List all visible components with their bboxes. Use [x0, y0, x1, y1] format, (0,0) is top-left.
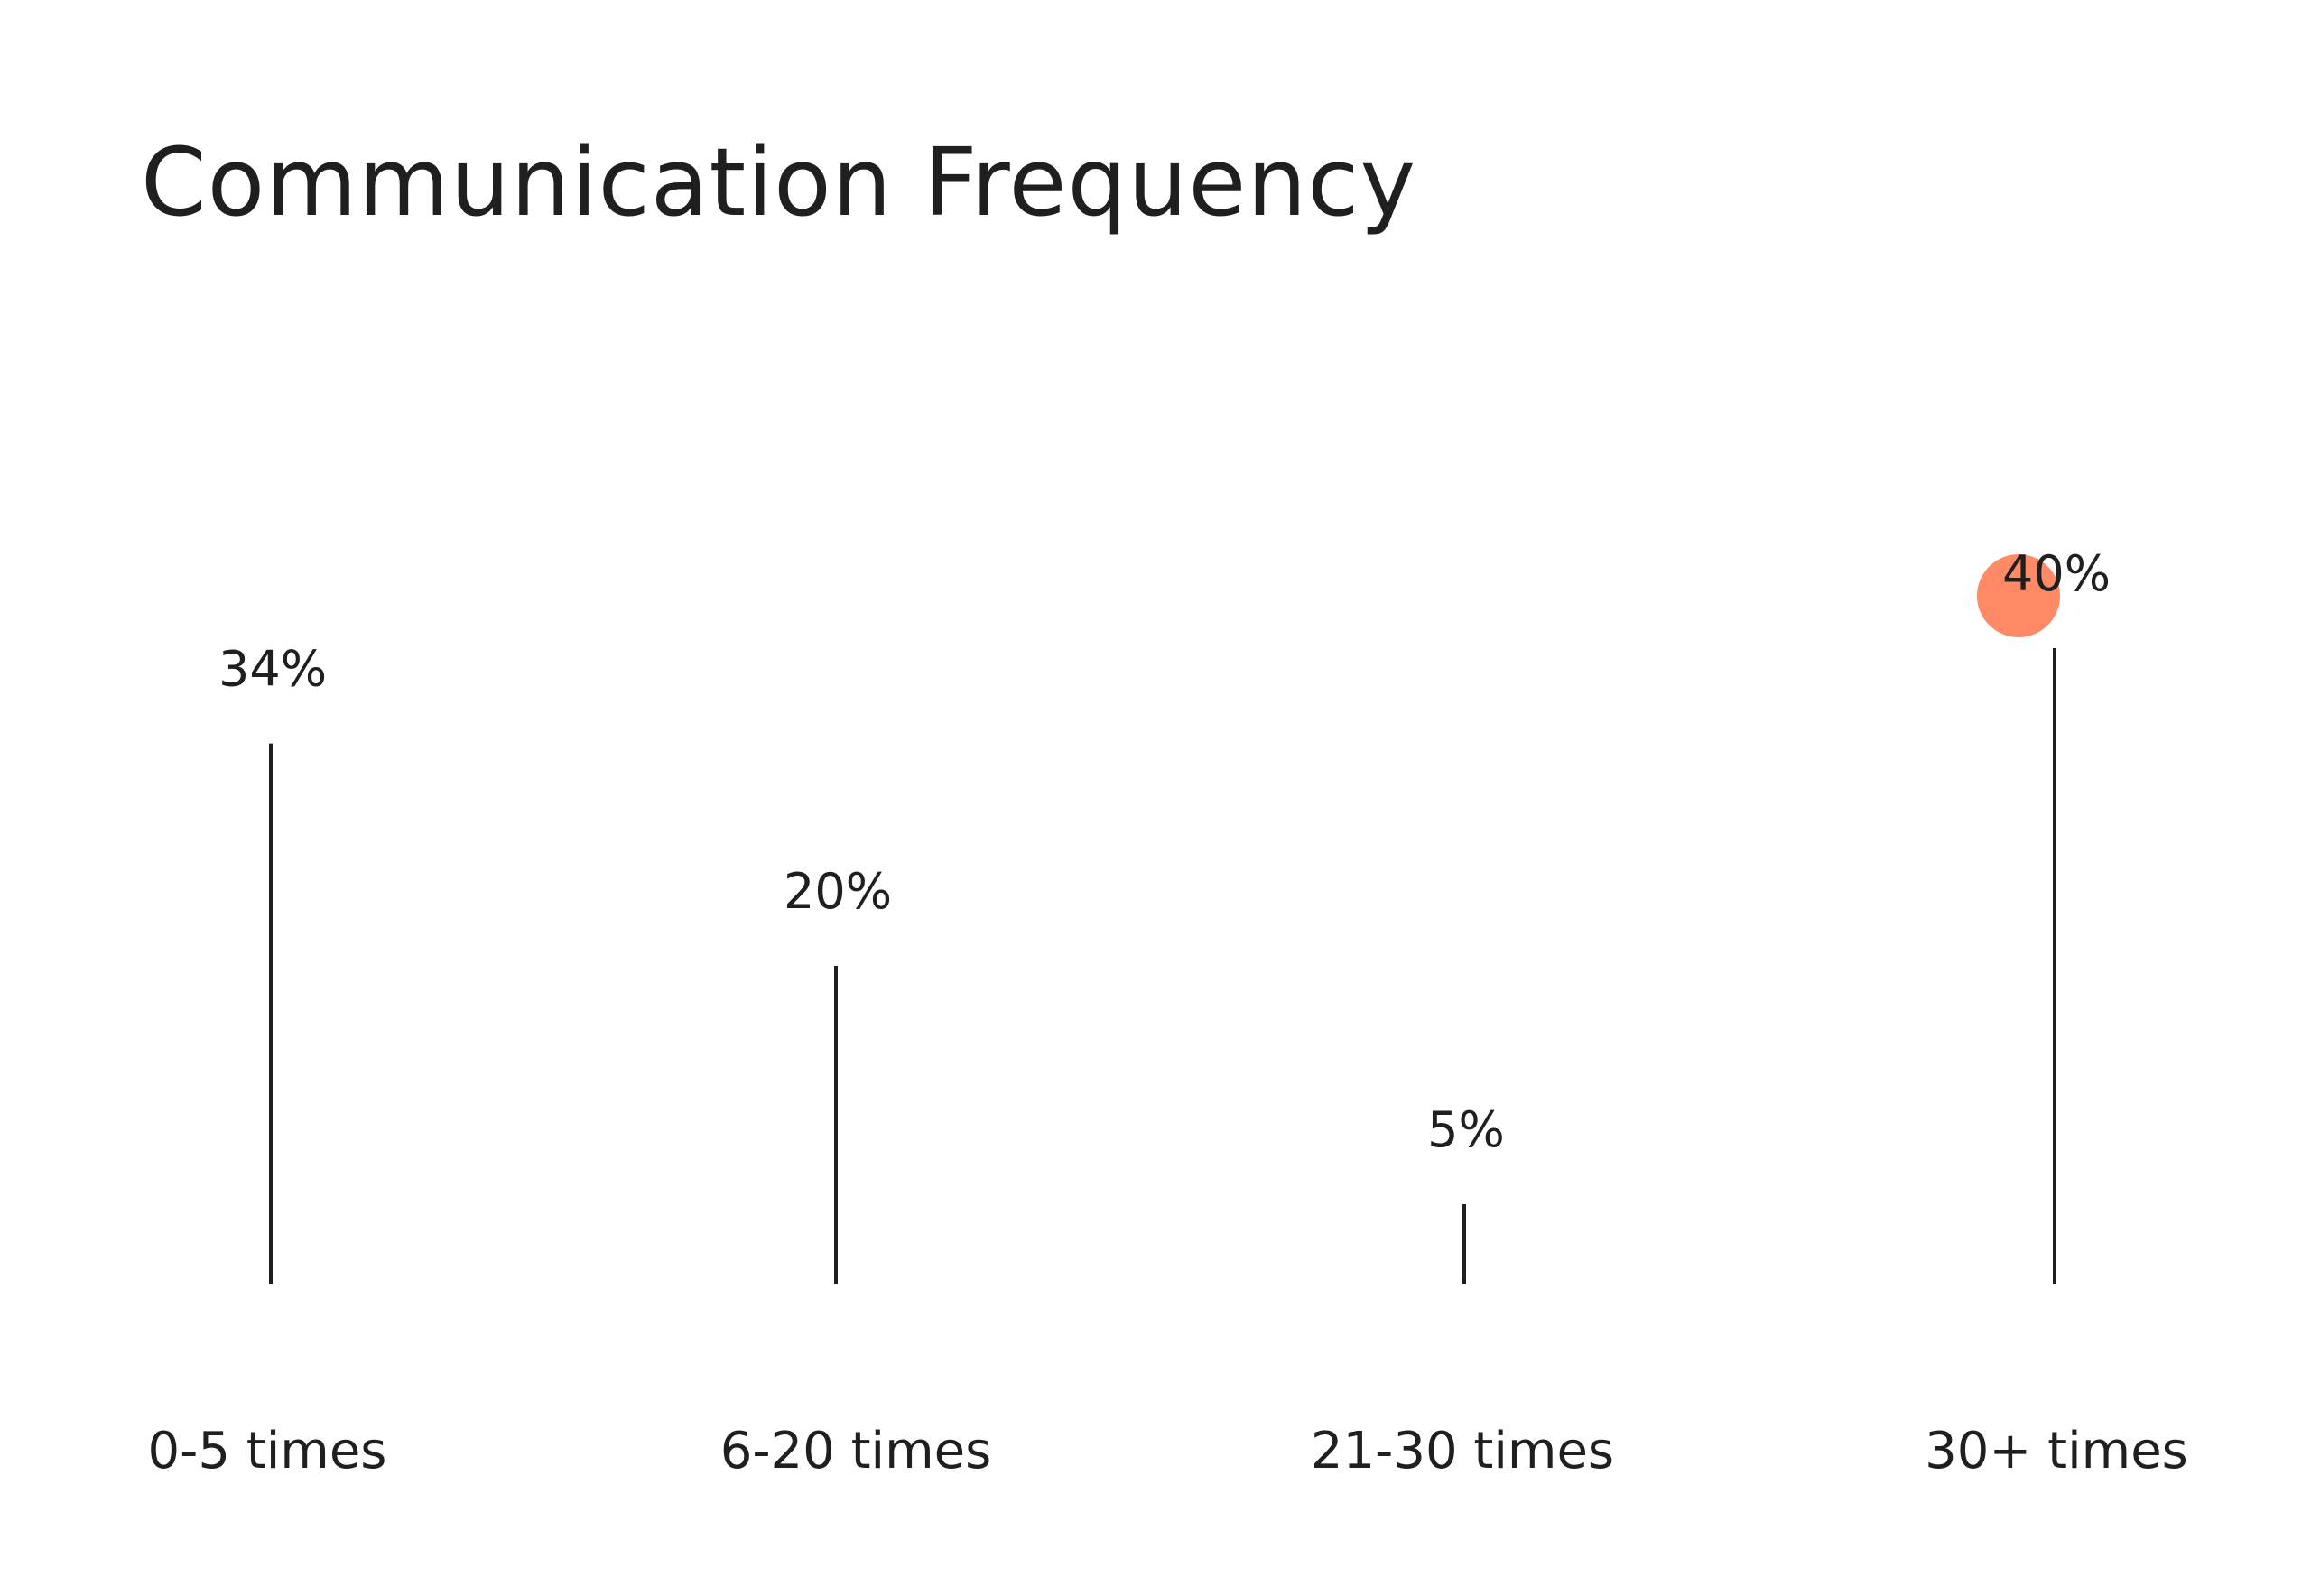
highlight-dot — [1977, 554, 2060, 637]
category-label: 30+ times — [1925, 1422, 2188, 1480]
category-label: 21-30 times — [1311, 1422, 1614, 1480]
chart-title: Communication Frequency — [141, 127, 1417, 237]
value-label: 20% — [784, 863, 892, 920]
value-label: 34% — [218, 641, 327, 698]
value-label: 5% — [1427, 1101, 1505, 1158]
category-label: 0-5 times — [148, 1422, 387, 1480]
value-label: 40% — [2002, 545, 2111, 602]
category-label: 6-20 times — [720, 1422, 992, 1480]
